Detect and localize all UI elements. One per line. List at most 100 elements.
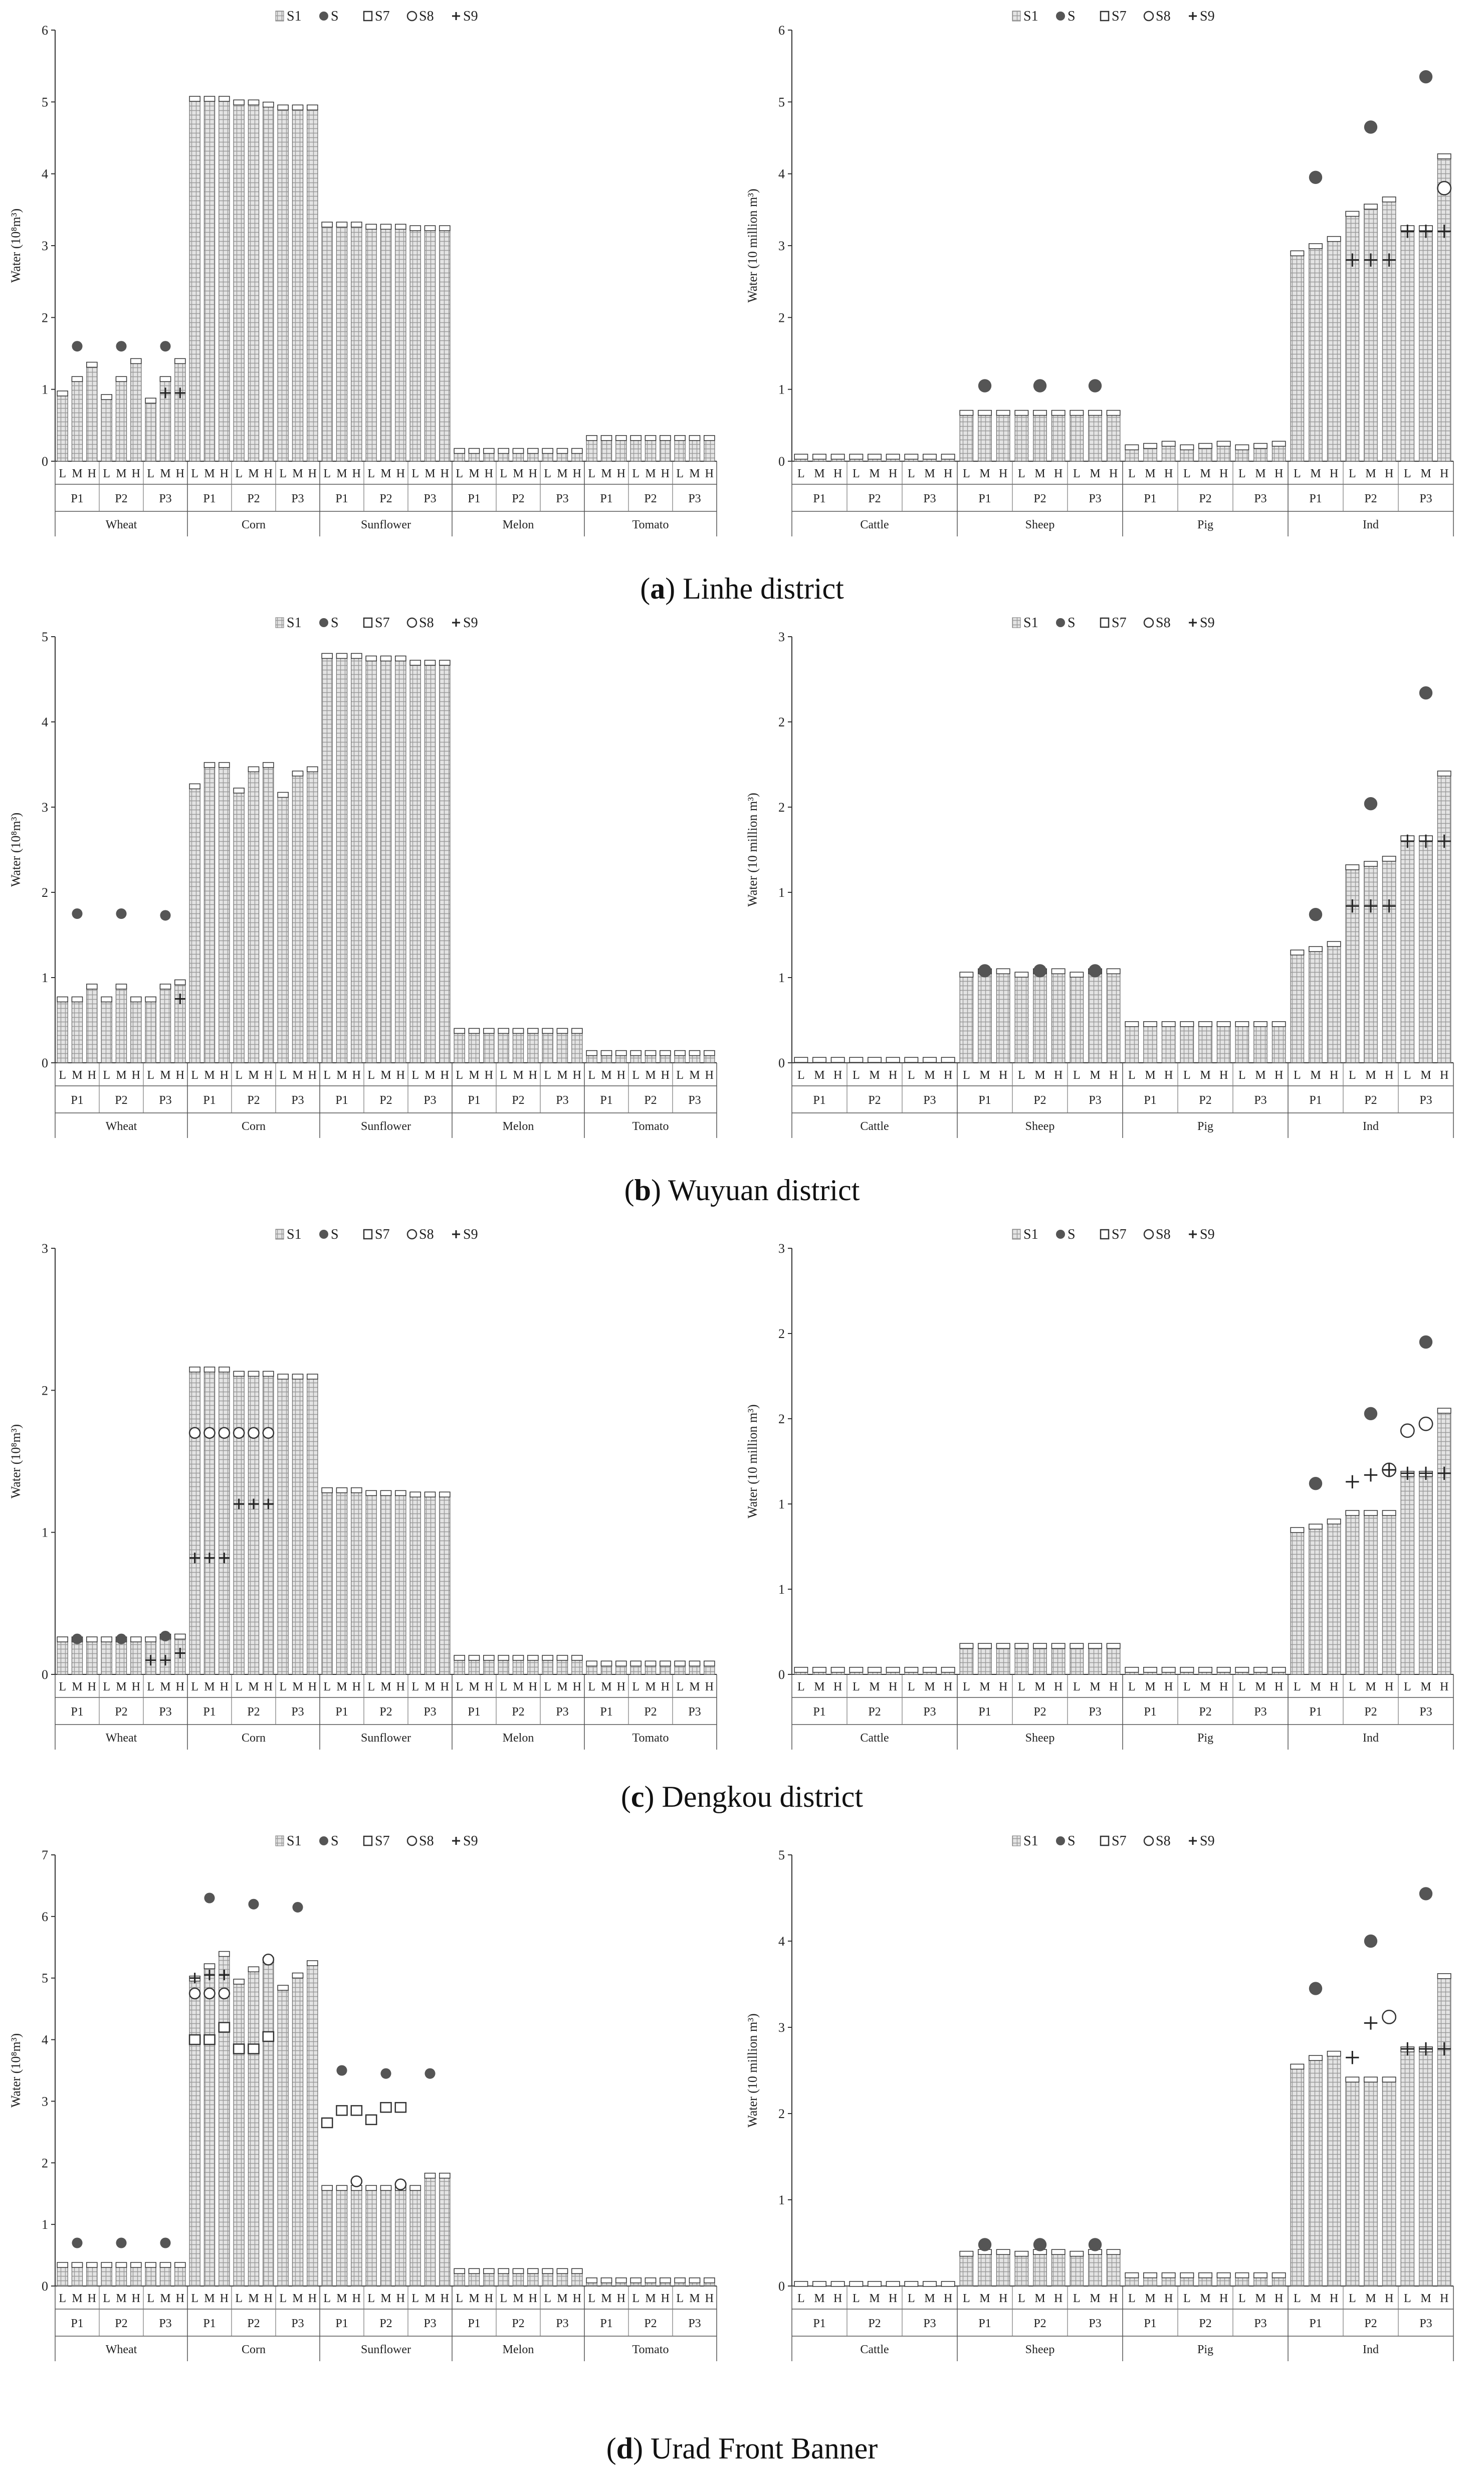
bar-cap [409, 1491, 421, 1497]
bar-cap [130, 358, 142, 364]
x-level-label: L [147, 1069, 154, 1082]
bar [203, 1369, 216, 1675]
x-level-label: M [1090, 467, 1100, 480]
x-policy-label: P3 [688, 492, 701, 505]
bar-cap [542, 1655, 553, 1661]
marker-s7 [218, 2022, 231, 2033]
legend-circle-swatch [1143, 617, 1154, 628]
marker-s7 [350, 2105, 363, 2116]
x-level-label: H [352, 2292, 361, 2305]
bar-cap [57, 391, 68, 397]
x-level-label: H [396, 2292, 405, 2305]
bar-cap [483, 2268, 495, 2274]
x-policy-label: P2 [1199, 1705, 1211, 1719]
bar-cap [923, 1667, 937, 1673]
x-policy-label: P3 [1254, 492, 1266, 505]
bar-cap [101, 2262, 112, 2268]
bar [1014, 1645, 1029, 1675]
bar-cap [86, 984, 98, 990]
bar [1364, 1512, 1378, 1675]
bar [959, 1645, 974, 1675]
bar-cap [1125, 1667, 1139, 1673]
x-level-label: H [485, 2292, 493, 2305]
x-group-label: Corn [242, 2343, 266, 2356]
bar [130, 1638, 142, 1675]
marker-s7 [262, 2031, 275, 2042]
marker-s8 [218, 1427, 231, 1439]
x-policy-label: P2 [247, 1705, 260, 1719]
y-tick-label: 6 [42, 1910, 48, 1924]
marker-s8 [188, 1427, 201, 1439]
y-axis-label: Water (10 million m³) [745, 793, 760, 906]
legend-label: S1 [287, 1833, 302, 1849]
bar-cap [704, 1050, 715, 1056]
x-level-label: H [396, 1680, 405, 1693]
legend-circle-swatch [1143, 11, 1154, 22]
x-level-label: L [1183, 2292, 1191, 2305]
caption-letter: b [634, 1174, 651, 1207]
x-policy-label: P1 [468, 1705, 480, 1719]
x-level-label: H [617, 1680, 625, 1693]
legend-label: S1 [287, 9, 302, 24]
bar-cap [1198, 1667, 1212, 1673]
bar [219, 1369, 230, 1675]
x-policy-label: P1 [468, 1094, 480, 1107]
bar [660, 437, 671, 462]
x-level-label: H [573, 2292, 581, 2305]
bar-cap [219, 1367, 230, 1373]
marker-s8 [203, 1427, 216, 1439]
legend-dot-swatch [319, 1230, 328, 1239]
bar [292, 106, 304, 462]
x-level-label: H [88, 1680, 96, 1693]
bar-cap [704, 435, 715, 441]
bar-cap [886, 454, 900, 460]
x-level-label: L [1183, 1680, 1191, 1693]
x-level-label: L [323, 1680, 331, 1693]
bar [263, 104, 274, 462]
x-level-label: L [588, 2292, 595, 2305]
bar [1216, 1023, 1231, 1063]
marker-s [1419, 70, 1433, 84]
bar-cap [1088, 410, 1102, 416]
bar-cap [424, 1491, 436, 1497]
x-level-label: L [1018, 467, 1025, 480]
x-level-label: M [248, 1069, 259, 1082]
bar-cap [233, 99, 245, 106]
bar-cap [277, 104, 289, 111]
marker-s [160, 910, 171, 921]
bar-cap [1271, 1667, 1286, 1673]
x-policy-label: P3 [1089, 492, 1101, 505]
bar [395, 657, 406, 1063]
bar [57, 393, 68, 462]
bar [1364, 863, 1378, 1063]
x-policy-label: P3 [1089, 2317, 1101, 2330]
x-level-label: H [529, 1069, 537, 1082]
x-policy-label: P1 [813, 1094, 825, 1107]
x-policy-label: P1 [335, 1705, 348, 1719]
x-level-label: H [132, 1069, 140, 1082]
bar-cap [1345, 2076, 1360, 2082]
x-level-label: L [323, 1069, 331, 1082]
legend-label: S [1068, 9, 1076, 24]
x-policy-label: P2 [644, 1094, 657, 1107]
x-level-label: H [944, 2292, 952, 2305]
bar-cap [794, 2281, 808, 2287]
bar [409, 227, 421, 462]
x-policy-label: P3 [1419, 1705, 1432, 1719]
bar [263, 764, 274, 1063]
bar [586, 437, 597, 462]
bar [1419, 837, 1433, 1063]
bar [1419, 227, 1433, 462]
legend-label: S [331, 9, 339, 24]
bar-cap [219, 96, 230, 102]
y-tick-label: 3 [42, 2094, 48, 2109]
x-level-label: M [924, 2292, 935, 2305]
legend-label: S8 [1156, 9, 1171, 24]
bar [1290, 1529, 1305, 1675]
legend-label: S9 [1200, 615, 1215, 631]
x-group-label: Cattle [860, 2343, 889, 2356]
x-level-label: L [1404, 1680, 1411, 1693]
x-level-label: M [1420, 2292, 1431, 2305]
x-policy-label: P1 [203, 1705, 216, 1719]
